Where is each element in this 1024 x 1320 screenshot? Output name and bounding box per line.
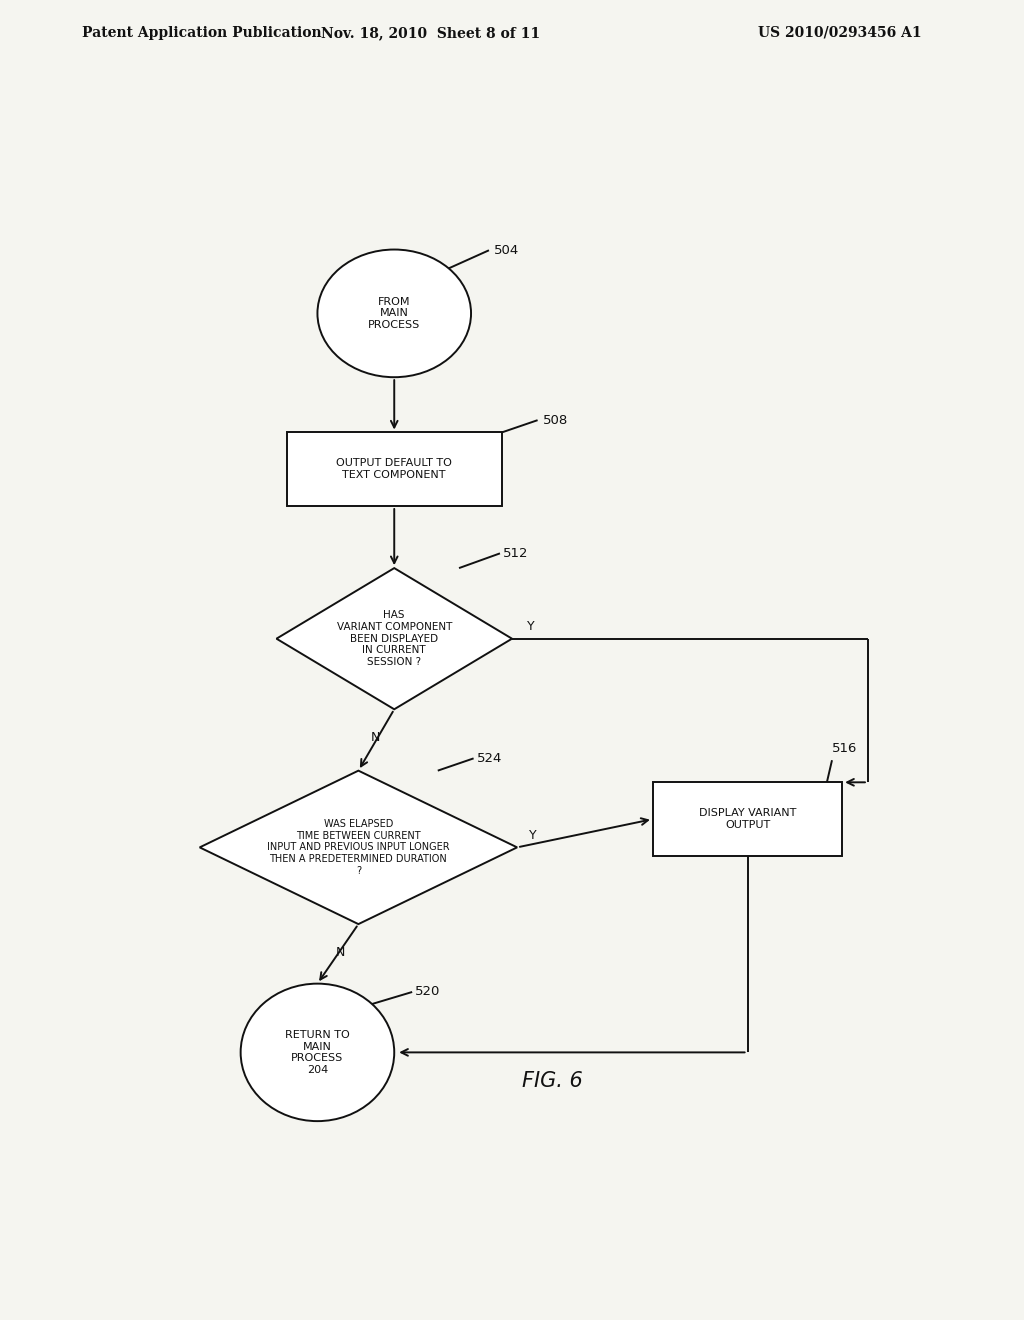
Text: 512: 512 xyxy=(503,546,528,560)
Text: Nov. 18, 2010  Sheet 8 of 11: Nov. 18, 2010 Sheet 8 of 11 xyxy=(321,26,540,40)
Text: 504: 504 xyxy=(494,244,519,257)
FancyBboxPatch shape xyxy=(287,433,502,506)
Text: 520: 520 xyxy=(416,986,440,998)
Text: N: N xyxy=(335,946,345,960)
Text: Y: Y xyxy=(529,829,537,842)
Text: Patent Application Publication: Patent Application Publication xyxy=(82,26,322,40)
Ellipse shape xyxy=(241,983,394,1121)
Text: DISPLAY VARIANT
OUTPUT: DISPLAY VARIANT OUTPUT xyxy=(698,808,797,830)
Text: 516: 516 xyxy=(831,742,857,755)
Text: RETURN TO
MAIN
PROCESS
204: RETURN TO MAIN PROCESS 204 xyxy=(285,1030,350,1074)
Text: WAS ELAPSED
TIME BETWEEN CURRENT
INPUT AND PREVIOUS INPUT LONGER
THEN A PREDETER: WAS ELAPSED TIME BETWEEN CURRENT INPUT A… xyxy=(267,820,450,875)
FancyBboxPatch shape xyxy=(653,783,842,855)
Text: FROM
MAIN
PROCESS: FROM MAIN PROCESS xyxy=(368,297,421,330)
Text: N: N xyxy=(371,731,381,744)
Text: HAS
VARIANT COMPONENT
BEEN DISPLAYED
IN CURRENT
SESSION ?: HAS VARIANT COMPONENT BEEN DISPLAYED IN … xyxy=(337,610,452,667)
Text: Y: Y xyxy=(527,620,535,632)
Ellipse shape xyxy=(317,249,471,378)
Text: 524: 524 xyxy=(477,752,502,764)
Polygon shape xyxy=(276,568,512,709)
Text: US 2010/0293456 A1: US 2010/0293456 A1 xyxy=(758,26,922,40)
Text: OUTPUT DEFAULT TO
TEXT COMPONENT: OUTPUT DEFAULT TO TEXT COMPONENT xyxy=(336,458,453,480)
Text: 508: 508 xyxy=(543,413,568,426)
Polygon shape xyxy=(200,771,517,924)
Text: FIG. 6: FIG. 6 xyxy=(522,1071,583,1090)
